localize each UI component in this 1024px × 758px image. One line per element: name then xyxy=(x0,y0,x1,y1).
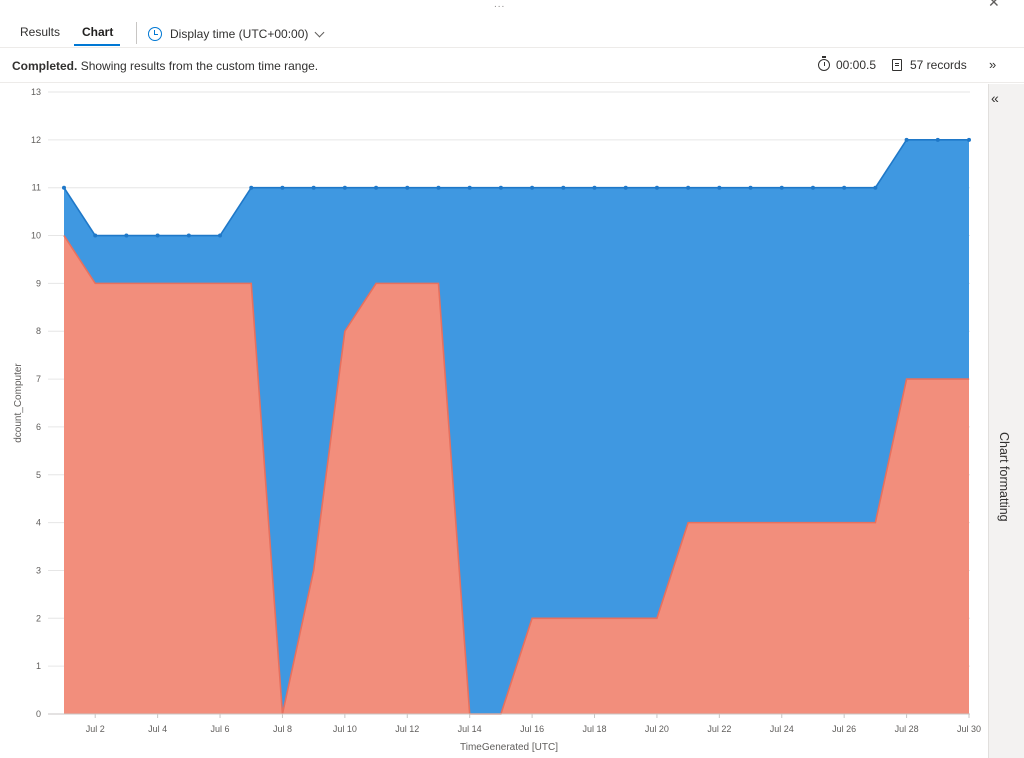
x-tick-label: Jul 26 xyxy=(832,724,856,734)
y-tick-label: 2 xyxy=(36,613,41,623)
x-tick-label: Jul 22 xyxy=(707,724,731,734)
y-tick-label: 1 xyxy=(36,661,41,671)
close-icon[interactable]: ✕ xyxy=(988,0,1000,10)
x-axis: Jul 2 Jul 4 Jul 6 Jul 8 Jul 10 Jul 12 Jul 14 Ju… xyxy=(48,713,981,734)
y-tick-label: 12 xyxy=(31,135,41,145)
clock-icon xyxy=(148,27,162,41)
data-point[interactable] xyxy=(405,185,410,190)
records-icon xyxy=(892,59,902,71)
data-point[interactable] xyxy=(530,185,535,190)
status-detail: Showing results from the custom time ran… xyxy=(80,59,319,73)
y-tick-label: 5 xyxy=(36,470,41,480)
y-tick-label: 9 xyxy=(36,278,41,288)
data-point[interactable] xyxy=(686,185,691,190)
top-bar: ... ✕ xyxy=(0,0,1024,10)
data-point[interactable] xyxy=(93,233,98,238)
chart-formatting-panel: « Chart formatting xyxy=(988,84,1024,758)
tab-divider xyxy=(136,22,137,44)
y-tick-label: 6 xyxy=(36,422,41,432)
data-point[interactable] xyxy=(155,233,160,238)
data-point[interactable] xyxy=(374,185,379,190)
data-point[interactable] xyxy=(717,185,722,190)
display-time-dropdown[interactable]: Display time (UTC+00:00) xyxy=(148,24,325,44)
stopwatch-icon xyxy=(818,56,830,71)
x-tick-label: Jul 30 xyxy=(957,724,981,734)
x-tick-label: Jul 18 xyxy=(583,724,607,734)
y-tick-label: 3 xyxy=(36,565,41,575)
data-point[interactable] xyxy=(779,185,784,190)
data-point[interactable] xyxy=(249,185,254,190)
data-point[interactable] xyxy=(186,233,191,238)
data-point[interactable] xyxy=(561,185,566,190)
x-tick-label: Jul 10 xyxy=(333,724,357,734)
series-area-1 xyxy=(64,235,969,715)
tab-chart[interactable]: Chart xyxy=(82,25,114,39)
data-point[interactable] xyxy=(935,137,940,142)
y-tick-label: 4 xyxy=(36,518,41,528)
display-time-label: Display time (UTC+00:00) xyxy=(170,27,309,41)
data-point[interactable] xyxy=(342,185,347,190)
y-tick-label: 13 xyxy=(31,87,41,97)
data-point[interactable] xyxy=(62,185,66,190)
status-completed: Completed. xyxy=(12,59,78,73)
chart-points xyxy=(62,137,971,238)
data-point[interactable] xyxy=(436,185,441,190)
x-tick-label: Jul 24 xyxy=(770,724,794,734)
chart-formatting-toggle[interactable]: Chart formatting xyxy=(997,432,1011,522)
data-point[interactable] xyxy=(654,185,659,190)
expand-icon[interactable]: » xyxy=(989,57,997,72)
data-point[interactable] xyxy=(280,185,285,190)
data-point[interactable] xyxy=(467,185,472,190)
query-duration: 00:00.5 xyxy=(818,56,877,72)
x-tick-label: Jul 12 xyxy=(395,724,419,734)
x-tick-label: Jul 28 xyxy=(895,724,919,734)
data-point[interactable] xyxy=(873,185,878,190)
data-point[interactable] xyxy=(748,185,753,190)
status-message: Completed. Showing results from the cust… xyxy=(12,59,318,73)
series-line-0 xyxy=(63,139,969,237)
x-tick-label: Jul 8 xyxy=(273,724,292,734)
resize-grip[interactable]: ... xyxy=(494,0,506,10)
tab-results[interactable]: Results xyxy=(20,25,61,39)
x-tick-label: Jul 6 xyxy=(211,724,230,734)
status-bar: Completed. Showing results from the cust… xyxy=(0,49,1024,83)
record-count: 57 records xyxy=(892,58,967,72)
data-point[interactable] xyxy=(498,185,503,190)
data-point[interactable] xyxy=(967,137,971,142)
y-tick-label: 8 xyxy=(36,326,41,336)
y-tick-label: 11 xyxy=(32,183,41,193)
chart-areas xyxy=(63,139,969,715)
active-tab-indicator xyxy=(74,44,120,46)
tab-bar: Results Chart Display time (UTC+00:00) xyxy=(0,12,1024,48)
data-point[interactable] xyxy=(311,185,316,190)
series-line-1 xyxy=(63,235,969,715)
y-tick-label: 7 xyxy=(36,374,41,384)
x-axis-title: TimeGenerated [UTC] xyxy=(460,742,558,753)
data-point[interactable] xyxy=(592,185,597,190)
x-tick-label: Jul 14 xyxy=(458,724,482,734)
data-point[interactable] xyxy=(124,233,129,238)
data-point[interactable] xyxy=(904,137,909,142)
y-axis-title: dcount_Computer xyxy=(13,363,24,443)
x-tick-label: Jul 2 xyxy=(86,724,105,734)
data-point[interactable] xyxy=(623,185,628,190)
duration-value: 00:00.5 xyxy=(836,58,877,72)
y-tick-label: 0 xyxy=(36,709,41,719)
data-point[interactable] xyxy=(810,185,815,190)
record-count-value: 57 records xyxy=(910,58,967,72)
data-point[interactable] xyxy=(842,185,847,190)
x-tick-label: Jul 16 xyxy=(520,724,544,734)
x-tick-label: Jul 20 xyxy=(645,724,669,734)
y-tick-label: 10 xyxy=(31,231,41,241)
collapse-panel-icon[interactable]: « xyxy=(991,90,999,106)
data-point[interactable] xyxy=(218,233,223,238)
chevron-down-icon xyxy=(314,27,325,37)
x-tick-label: Jul 4 xyxy=(148,724,167,734)
